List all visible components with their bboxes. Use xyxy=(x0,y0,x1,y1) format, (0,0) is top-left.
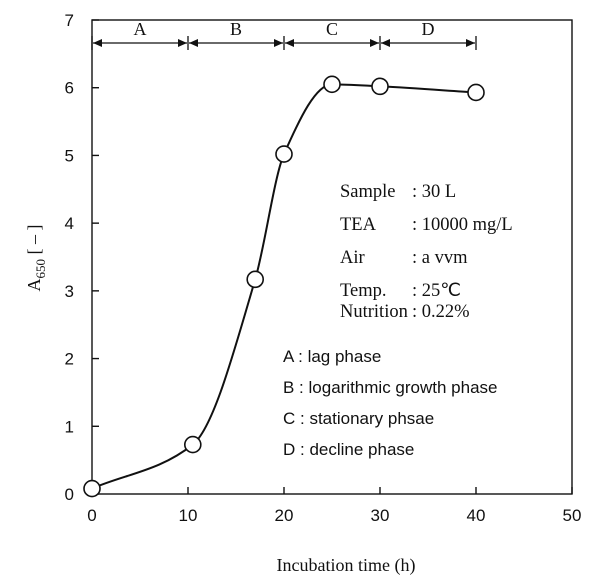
data-point-6 xyxy=(467,83,485,102)
data-points xyxy=(83,75,485,498)
x-tick-label-0: 0 xyxy=(87,506,96,525)
phase-arrowhead-right-b xyxy=(274,39,283,47)
phase-label-a: A xyxy=(134,19,147,39)
phase-legend-item-d: D : decline phase xyxy=(283,440,414,459)
condition-label-tea: TEA xyxy=(340,215,377,235)
axis-ticks: 0 10 20 30 40 50 0 1 2 3 4 5 6 7 xyxy=(65,11,582,525)
phase-arrowhead-right-c xyxy=(370,39,379,47)
phase-legend: A : lag phase B : logarithmic growth pha… xyxy=(283,347,498,459)
condition-value-tea: : 10000 mg/L xyxy=(412,215,513,235)
condition-label-temp: Temp. xyxy=(340,281,387,301)
x-tick-label-4: 40 xyxy=(467,506,486,525)
phase-arrowhead-right-d xyxy=(466,39,475,47)
phase-label-b: B xyxy=(230,19,242,39)
phase-legend-item-b: B : logarithmic growth phase xyxy=(283,378,498,397)
phase-label-c: C xyxy=(326,19,338,39)
conditions-box: Sample : 30 L TEA : 10000 mg/L Air : a v… xyxy=(340,182,513,322)
y-axis-title-main: A xyxy=(24,279,44,292)
data-point-4 xyxy=(323,75,341,94)
y-axis-title-unit: [ – ] xyxy=(24,225,44,260)
condition-value-temp: : 25℃ xyxy=(412,281,461,301)
data-point-5 xyxy=(371,77,389,96)
x-axis-title: Incubation time (h) xyxy=(277,555,416,576)
phase-arrows: A B C D xyxy=(91,19,477,50)
phase-arrowhead-right-a xyxy=(178,39,187,47)
x-tick-label-5: 50 xyxy=(563,506,582,525)
phase-legend-item-a: A : lag phase xyxy=(283,347,381,366)
x-tick-label-3: 30 xyxy=(371,506,390,525)
phase-legend-item-c: C : stationary phsae xyxy=(283,409,434,428)
y-axis-title-subscript: 650 xyxy=(33,259,48,279)
y-tick-label-3: 3 xyxy=(65,282,74,301)
y-tick-label-2: 2 xyxy=(65,350,74,369)
phase-arrowhead-left-b xyxy=(189,39,198,47)
condition-label-air: Air xyxy=(340,248,365,268)
condition-label-nutrition: Nutrition xyxy=(340,302,408,322)
phase-arrowhead-left-a xyxy=(93,39,102,47)
condition-value-nutrition: : 0.22% xyxy=(412,302,470,322)
phase-arrowhead-left-c xyxy=(285,39,294,47)
phase-arrowhead-left-d xyxy=(381,39,390,47)
x-tick-label-1: 10 xyxy=(179,506,198,525)
phase-label-d: D xyxy=(422,19,435,39)
y-tick-label-4: 4 xyxy=(65,214,74,233)
condition-value-air: : a vvm xyxy=(412,248,468,268)
data-point-0 xyxy=(83,479,101,498)
y-tick-label-5: 5 xyxy=(65,146,74,165)
data-point-1 xyxy=(184,435,202,454)
y-tick-label-7: 7 xyxy=(65,11,74,30)
y-tick-label-0: 0 xyxy=(65,485,74,504)
data-point-2 xyxy=(246,270,264,289)
data-point-3 xyxy=(275,145,293,163)
plot-frame xyxy=(91,19,573,495)
x-tick-label-2: 20 xyxy=(275,506,294,525)
y-tick-label-1: 1 xyxy=(65,417,74,436)
y-axis-title: A650 [ – ] xyxy=(24,225,48,292)
condition-label-sample: Sample xyxy=(340,182,396,202)
y-tick-label-6: 6 xyxy=(65,79,74,98)
condition-value-sample: : 30 L xyxy=(412,182,456,202)
